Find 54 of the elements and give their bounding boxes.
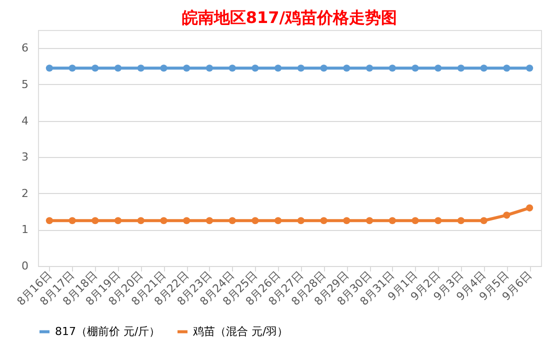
point [503,212,510,219]
point [160,64,168,72]
point [434,64,442,72]
y-tick-label: 0 [22,260,28,272]
point [366,217,374,224]
point [114,64,122,72]
point [160,217,168,224]
legend-label: 鸡苗（混合 元/羽） [192,324,288,338]
point [297,64,304,72]
point [343,217,350,224]
point [526,204,534,212]
legend-label: 817（棚前价 元/斤） [55,324,160,338]
point [183,64,190,72]
point [343,64,350,72]
point [252,64,259,72]
y-tick-label: 3 [22,150,28,164]
point [183,217,190,224]
point [206,217,214,224]
point [228,217,236,224]
point [480,64,488,72]
point [320,64,328,72]
point [320,217,328,224]
point [46,217,53,224]
point [137,217,144,224]
point [434,217,442,224]
point [46,64,53,72]
point [366,64,374,72]
point [457,64,465,72]
point [526,64,534,72]
point [92,217,99,224]
point [480,217,488,224]
y-tick-label: 2 [22,186,28,200]
point [503,64,510,72]
point [274,217,282,224]
point [252,217,259,224]
point [412,64,419,72]
point [228,64,236,72]
point [68,217,76,224]
point [68,64,76,72]
y-tick-label: 1 [22,223,28,236]
point [92,64,99,72]
y-tick-label: 4 [22,114,28,128]
point [297,217,304,224]
point [274,64,282,72]
point [457,217,465,224]
point [388,64,396,72]
y-tick-label: 6 [22,42,28,55]
point [114,217,122,224]
point [137,64,144,72]
point [412,217,419,224]
point [206,64,214,72]
y-tick-label: 5 [22,78,28,91]
chart-title: 皖南地区817/鸡苗价格走势图 [182,8,398,27]
point [388,217,396,224]
